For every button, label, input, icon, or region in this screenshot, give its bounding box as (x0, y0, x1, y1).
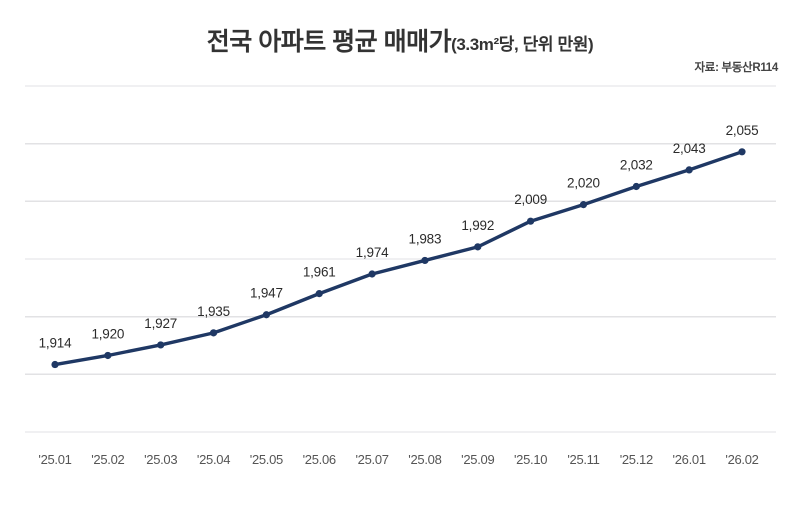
data-point-marker[interactable] (315, 290, 323, 298)
chart-subtitle: (3.3m²당, 단위 만원) (451, 35, 594, 54)
data-point-marker[interactable] (685, 166, 693, 174)
data-point-marker[interactable] (157, 341, 165, 349)
x-axis-tick-label: '25.01 (38, 452, 71, 467)
x-axis-tick-label: '25.10 (514, 452, 547, 467)
data-point-marker[interactable] (104, 351, 112, 360)
x-axis-tick-label: '25.11 (567, 452, 599, 467)
data-point-label: 2,055 (726, 123, 759, 138)
data-point-marker[interactable] (474, 243, 482, 251)
series-line-group (53, 150, 744, 367)
data-point-label: 1,961 (303, 265, 336, 280)
x-axis-tick-label: '25.12 (620, 452, 653, 467)
data-point-marker[interactable] (738, 148, 746, 156)
data-point-label: 1,983 (409, 231, 442, 246)
x-axis-tick-label: '25.05 (250, 452, 283, 467)
series-markers (51, 148, 746, 369)
data-point-label: 1,992 (461, 218, 494, 233)
x-axis-tick-label: '25.06 (303, 452, 336, 467)
data-point-label: 1,927 (144, 316, 177, 331)
data-point-marker[interactable] (368, 270, 376, 278)
data-point-marker[interactable] (421, 256, 429, 265)
data-point-marker[interactable] (632, 182, 640, 191)
x-axis-tick-label: '25.07 (355, 452, 388, 467)
plot-area: 1,914 1,920 1,927 1,935 1,947 1,961 1,974 1,983… (25, 85, 776, 467)
data-point-label: 2,032 (620, 158, 653, 173)
line-chart-svg: 1,914 1,920 1,927 1,935 1,947 1,961 1,974 1,983… (25, 85, 776, 467)
data-point-marker[interactable] (527, 217, 535, 225)
data-point-label: 1,935 (197, 304, 230, 319)
page-title: 전국 아파트 평균 매매가 (206, 28, 452, 56)
x-axis-tick-labels: '25.01 '25.02 '25.03 '25.04 '25.05 '25.06 '25.… (38, 452, 759, 467)
gridlines (25, 85, 776, 433)
data-point-label: 2,020 (567, 176, 600, 191)
chart-title-block: 전국 아파트 평균 매매가(3.3m²당, 단위 만원) (0, 22, 800, 58)
x-axis-tick-label: '26.01 (673, 452, 706, 467)
x-axis-tick-label: '26.02 (725, 452, 758, 467)
data-point-marker[interactable] (579, 201, 588, 209)
data-point-label: 2,043 (673, 141, 706, 156)
data-point-label: 1,914 (39, 336, 72, 351)
data-point-label: 2,009 (514, 192, 547, 207)
data-point-labels: 1,914 1,920 1,927 1,935 1,947 1,961 1,974 1,983… (39, 123, 759, 351)
x-axis-tick-label: '25.02 (91, 452, 124, 467)
x-axis-tick-label: '25.03 (144, 452, 177, 467)
data-point-label: 1,947 (250, 286, 283, 301)
x-axis-tick-label: '25.09 (461, 452, 494, 467)
data-point-marker[interactable] (51, 360, 59, 369)
source-attribution: 자료: 부동산R114 (694, 62, 779, 74)
data-point-marker[interactable] (209, 329, 218, 337)
data-point-marker[interactable] (262, 311, 270, 319)
data-point-label: 1,974 (356, 245, 389, 260)
data-point-label: 1,920 (91, 326, 124, 341)
x-axis-tick-label: '25.08 (408, 452, 441, 467)
series-line (53, 150, 744, 367)
x-axis-tick-label: '25.04 (197, 452, 230, 467)
